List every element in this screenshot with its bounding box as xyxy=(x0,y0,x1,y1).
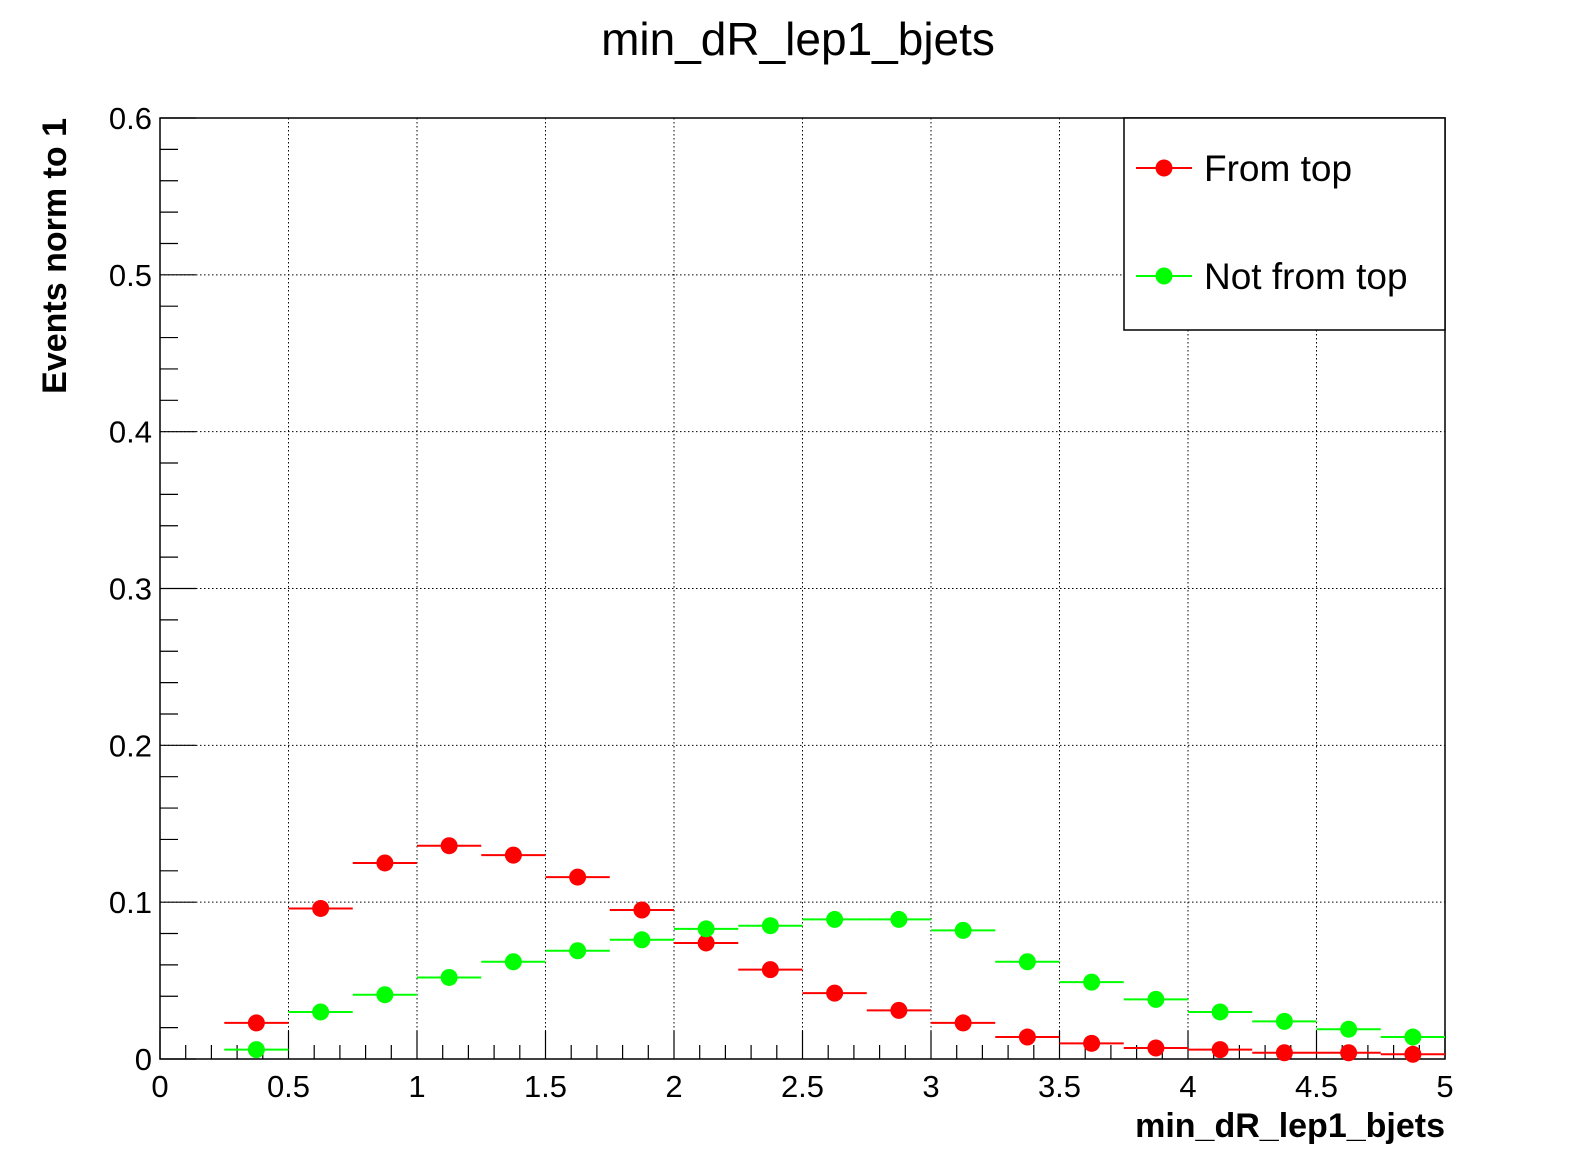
data-point xyxy=(247,1014,265,1032)
data-point xyxy=(954,1014,972,1032)
legend-marker-dot xyxy=(1155,267,1173,285)
data-point xyxy=(1211,1041,1229,1059)
data-point xyxy=(1147,990,1165,1008)
x-tick-label: 3.5 xyxy=(1038,1069,1081,1104)
y-tick-label: 0.1 xyxy=(109,885,152,920)
series-from-top xyxy=(224,837,1445,1063)
y-axis-title: Events norm to 1 xyxy=(36,118,74,394)
data-point xyxy=(312,899,330,917)
data-point xyxy=(761,961,779,979)
x-tick-label: 0.5 xyxy=(267,1069,310,1104)
axis-ticks xyxy=(159,117,1446,1060)
data-point xyxy=(569,868,587,886)
x-axis-tick-labels: 0 0.5 1 1.5 2 2.5 3 3.5 4 4.5 5 xyxy=(151,1069,1453,1104)
data-series xyxy=(224,837,1445,1063)
data-point xyxy=(376,854,394,872)
legend-box xyxy=(1123,117,1446,331)
x-tick-label: 2.5 xyxy=(781,1069,824,1104)
data-point xyxy=(504,846,522,864)
data-point xyxy=(697,920,715,938)
legend-entry-from-top: From top xyxy=(1136,148,1352,189)
data-point xyxy=(633,931,651,949)
x-tick-label: 2 xyxy=(665,1069,682,1104)
data-point xyxy=(1211,1003,1229,1021)
y-tick-label: 0.4 xyxy=(109,415,152,450)
y-tick-label: 0.3 xyxy=(109,572,152,607)
y-tick-label: 0.5 xyxy=(109,258,152,293)
legend-entry-not-from-top: Not from top xyxy=(1136,256,1408,297)
y-axis-tick-labels: 0 0.1 0.2 0.3 0.4 0.5 0.6 xyxy=(109,101,152,1077)
data-point xyxy=(1083,1034,1101,1052)
data-point xyxy=(247,1041,265,1059)
x-tick-label: 3 xyxy=(922,1069,939,1104)
data-point xyxy=(1147,1039,1165,1057)
data-point xyxy=(1404,1045,1422,1063)
y-tick-label: 0.2 xyxy=(109,728,152,763)
data-point xyxy=(890,1001,908,1019)
data-point xyxy=(504,953,522,971)
data-point xyxy=(1018,1028,1036,1046)
x-tick-label: 4 xyxy=(1179,1069,1196,1104)
data-point xyxy=(1404,1028,1422,1046)
data-point xyxy=(440,968,458,986)
data-point xyxy=(1340,1020,1358,1038)
legend-marker-dot xyxy=(1155,159,1173,177)
data-point xyxy=(1340,1044,1358,1062)
data-point xyxy=(826,910,844,928)
series-not-from-top xyxy=(224,910,1445,1059)
data-point xyxy=(826,984,844,1002)
legend: From top Not from top xyxy=(1123,117,1446,331)
legend-label-not-from-top: Not from top xyxy=(1204,256,1408,297)
data-point xyxy=(569,942,587,960)
data-point xyxy=(761,917,779,935)
data-point xyxy=(1275,1044,1293,1062)
data-point xyxy=(1083,973,1101,991)
x-axis-title: min_dR_lep1_bjets xyxy=(1135,1107,1445,1145)
data-point xyxy=(890,910,908,928)
data-point xyxy=(1275,1012,1293,1030)
legend-label-from-top: From top xyxy=(1204,148,1352,189)
data-point xyxy=(440,837,458,855)
x-tick-label: 4.5 xyxy=(1295,1069,1338,1104)
x-tick-label: 1.5 xyxy=(524,1069,567,1104)
x-tick-label: 1 xyxy=(408,1069,425,1104)
data-point xyxy=(1018,953,1036,971)
y-tick-label: 0.6 xyxy=(109,101,152,136)
data-point xyxy=(633,901,651,919)
data-point xyxy=(376,986,394,1004)
x-tick-label: 0 xyxy=(151,1069,168,1104)
data-point xyxy=(312,1003,330,1021)
data-point xyxy=(697,934,715,952)
data-point xyxy=(954,921,972,939)
chart-title: min_dR_lep1_bjets xyxy=(601,13,995,65)
x-tick-label: 5 xyxy=(1436,1069,1453,1104)
y-tick-label: 0 xyxy=(135,1042,152,1077)
